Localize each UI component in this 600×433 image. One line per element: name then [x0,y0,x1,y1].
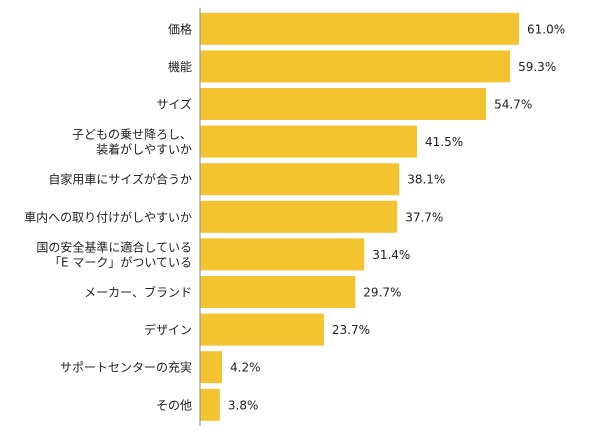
category-label-6: 国の安全基準に適合している「E マーク」がついている [36,239,192,269]
bar-8 [200,313,324,346]
value-label-7: 29.7% [363,286,401,300]
value-label-4: 38.1% [407,173,445,187]
value-label-10: 3.8% [228,398,259,412]
category-label-9: サポートセンターの充実 [60,360,192,375]
category-label-line: 装着がしやすいか [96,142,192,157]
bar-1 [200,50,511,83]
category-label-1: 機能 [168,59,192,74]
value-label-8: 23.7% [332,323,370,337]
category-label-line: サイズ [156,97,192,112]
category-label-10: その他 [156,398,192,412]
bar-0 [200,12,519,45]
category-label-line: メーカー、ブランド [84,285,192,300]
category-label-2: サイズ [156,97,192,112]
bars-group [200,12,519,421]
category-label-5: 車内への取り付けがしやすいか [24,209,192,224]
category-label-line: 機能 [168,59,192,74]
bar-10 [200,388,220,421]
category-label-7: メーカー、ブランド [84,285,192,300]
category-labels-group: 価格機能サイズ子どもの乗せ降ろし、装着がしやすいか自家用車にサイズが合うか車内へ… [24,21,192,412]
category-label-line: 価格 [168,21,192,36]
value-label-0: 61.0% [527,22,565,36]
value-label-6: 31.4% [372,248,410,262]
value-label-2: 54.7% [494,98,532,112]
category-label-line: デザイン [144,322,192,337]
category-label-line: 自家用車にサイズが合うか [48,172,192,187]
category-label-8: デザイン [144,322,192,337]
value-label-9: 4.2% [230,361,261,375]
category-label-line: 国の安全基準に適合している [36,239,192,254]
category-label-line: サポートセンターの充実 [60,360,192,375]
category-label-3: 子どもの乗せ降ろし、装着がしやすいか [72,128,192,157]
category-label-4: 自家用車にサイズが合うか [48,172,192,187]
category-label-0: 価格 [168,21,192,36]
bar-4 [200,163,400,196]
bar-2 [200,88,487,120]
value-label-5: 37.7% [405,210,443,224]
category-label-line: 車内への取り付けがしやすいか [24,209,192,224]
category-label-line: 「E マーク」がついている [49,254,192,269]
category-label-line: その他 [156,398,192,412]
value-label-1: 59.3% [518,60,556,74]
value-labels-group: 61.0% 59.3% 54.7% 41.5% 38.1% 37.7% 31.4% 29.7%… [228,22,565,412]
bar-5 [200,200,398,233]
value-label-3: 41.5% [425,135,463,149]
category-label-line: 子どもの乗せ降ろし、 [72,128,192,142]
bar-7 [200,276,356,308]
bar-3 [200,125,417,158]
bar-6 [200,238,365,271]
bar-9 [200,351,222,384]
